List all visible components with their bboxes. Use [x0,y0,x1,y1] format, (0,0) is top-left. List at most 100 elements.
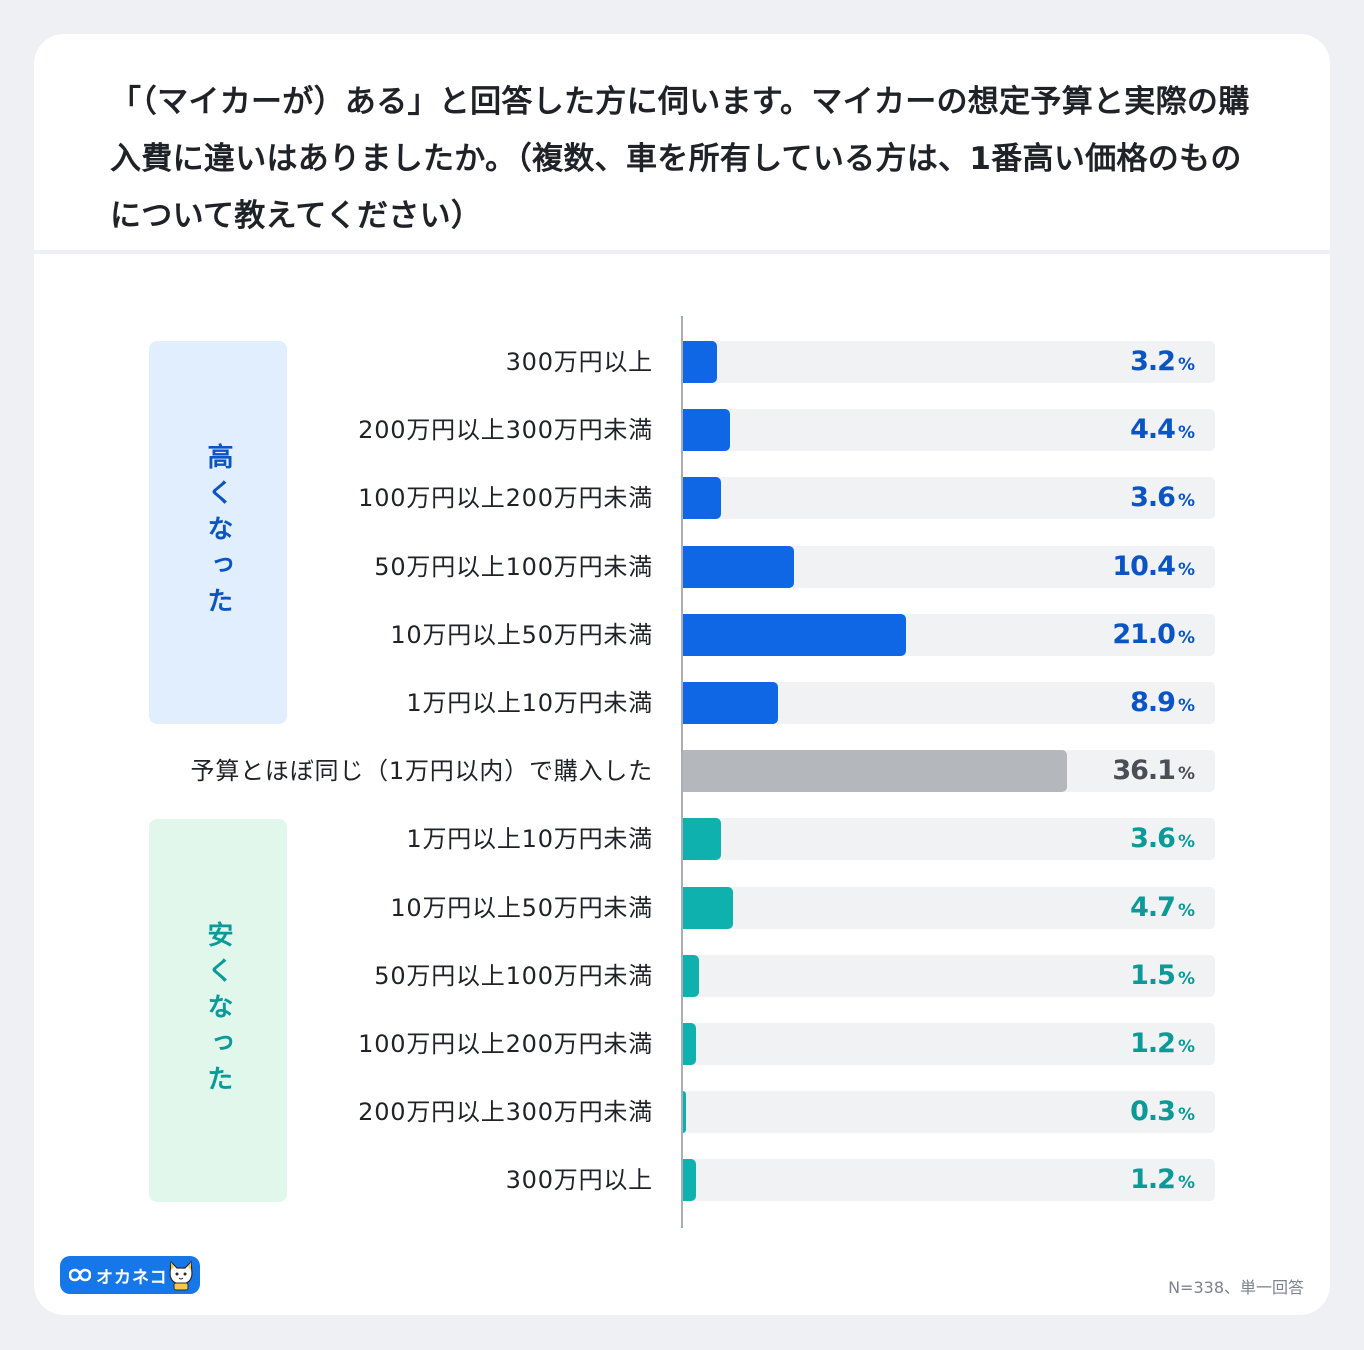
infinity-icon [69,1268,91,1282]
percent-sign: % [1177,423,1195,444]
value-label: 1.5% [1130,955,1195,997]
category-label: 100万円以上200万円未満 [358,484,653,513]
value-number: 1.2 [1130,1164,1176,1196]
value-number: 21.0 [1112,618,1176,650]
bar [683,750,1068,793]
bar-row: 予算とほぼ同じ（1万円以内）で購入した 36.1% [34,750,1330,793]
bar [683,1091,687,1134]
logo-text: オカネコ [96,1267,168,1288]
chart-title: 「（マイカーが）ある」と回答した方に伺います。マイカーの想定予算と実際の購入費に… [110,84,1250,234]
value-label: 3.2% [1130,341,1195,383]
category-label: 300万円以上 [505,1166,653,1195]
bar [683,818,722,861]
bar-track: 0.3% [683,1091,1215,1134]
group-lower: 安くなった [149,819,287,1202]
category-label: 10万円以上50万円未満 [390,620,653,649]
value-label: 3.6% [1130,818,1195,860]
percent-sign: % [1177,1105,1195,1126]
bar-row: 300万円以上 1.2% [34,1159,1330,1202]
group-higher: 高くなった [149,341,287,724]
header: 「（マイカーが）ある」と回答した方に伺います。マイカーの想定予算と実際の購入費に… [34,34,1330,254]
cat-mascot-icon [169,1260,193,1291]
value-number: 36.1 [1112,755,1176,787]
category-label: 1万円以上10万円未満 [406,689,653,717]
bar-track: 21.0% [683,613,1215,656]
value-number: 4.4 [1130,414,1176,446]
bar-track: 36.1% [683,750,1215,793]
value-label: 3.6% [1130,477,1195,519]
category-label: 50万円以上100万円未満 [374,961,653,990]
group-higher-label: 高くなった [203,442,233,623]
bar [683,341,718,383]
value-number: 1.2 [1130,1028,1176,1059]
bar-row: 200万円以上300万円未満 4.4% [34,409,1330,452]
value-label: 36.1% [1112,750,1195,792]
value-label: 0.3% [1130,1091,1195,1133]
category-label: 200万円以上300万円未満 [358,416,653,445]
chart-card: 「（マイカーが）ある」と回答した方に伺います。マイカーの想定予算と実際の購入費に… [34,34,1330,1315]
bar-track: 3.2% [683,341,1215,383]
bar-row: 100万円以上200万円未満 3.6% [34,477,1330,520]
category-label: 300万円以上 [505,348,653,376]
bar-row: 300万円以上 3.2% [34,341,1330,383]
value-label: 1.2% [1130,1023,1195,1065]
value-label: 10.4% [1112,546,1195,588]
bar-track: 3.6% [683,477,1215,520]
bar [683,1159,696,1202]
value-number: 3.2 [1130,346,1176,377]
bar-track: 1.2% [683,1023,1215,1065]
value-label: 1.2% [1130,1159,1195,1201]
bar-row: 50万円以上100万円未満 10.4% [34,545,1330,588]
value-number: 3.6 [1130,482,1176,514]
bar-row: 1万円以上10万円未満 3.6% [34,818,1330,861]
category-label: 100万円以上200万円未満 [358,1030,653,1058]
percent-sign: % [1177,491,1195,512]
bar-track: 1.2% [683,1159,1215,1202]
bar-row: 50万円以上100万円未満 1.5% [34,954,1330,997]
percent-sign: % [1177,900,1195,921]
category-label: 1万円以上10万円未満 [406,825,653,854]
group-lower-label: 安くなった [203,920,233,1101]
bar [683,613,907,656]
category-label: 予算とほぼ同じ（1万円以内）で購入した [190,757,653,786]
percent-sign: % [1177,832,1195,853]
percent-sign: % [1177,355,1195,375]
bar [683,477,722,520]
percent-sign: % [1177,968,1195,989]
bar [683,886,733,929]
okaneko-logo: オカネコ [60,1256,200,1294]
category-label: 200万円以上300万円未満 [358,1098,653,1127]
bar-row: 200万円以上300万円未満 0.3% [34,1091,1330,1134]
value-number: 8.9 [1130,687,1176,718]
bar [683,954,699,997]
value-number: 4.7 [1130,891,1176,923]
percent-sign: % [1177,696,1195,716]
bar [683,545,794,588]
bar-row: 10万円以上50万円未満 4.7% [34,886,1330,929]
bar-track: 4.4% [683,409,1215,452]
percent-sign: % [1177,1173,1195,1194]
percent-sign: % [1177,627,1195,648]
bar-row: 100万円以上200万円未満 1.2% [34,1023,1330,1065]
bar-track: 4.7% [683,886,1215,929]
value-label: 21.0% [1112,614,1195,656]
value-label: 8.9% [1130,682,1195,724]
bar-track: 8.9% [683,682,1215,724]
bar-track: 10.4% [683,545,1215,588]
value-number: 10.4 [1112,550,1176,582]
category-label: 50万円以上100万円未満 [374,552,653,581]
bar [683,409,730,452]
footnote: N=338、単一回答 [1168,1278,1304,1297]
category-label: 10万円以上50万円未満 [390,893,653,922]
percent-sign: % [1177,764,1195,785]
bar-track: 1.5% [683,954,1215,997]
value-label: 4.4% [1130,409,1195,451]
bar-row: 1万円以上10万円未満 8.9% [34,682,1330,724]
percent-sign: % [1177,1037,1195,1057]
bar-track: 3.6% [683,818,1215,861]
value-number: 3.6 [1130,823,1176,855]
value-label: 4.7% [1130,887,1195,929]
axis-line [681,316,683,1228]
bar-row: 10万円以上50万円未満 21.0% [34,613,1330,656]
value-number: 0.3 [1130,1096,1176,1128]
